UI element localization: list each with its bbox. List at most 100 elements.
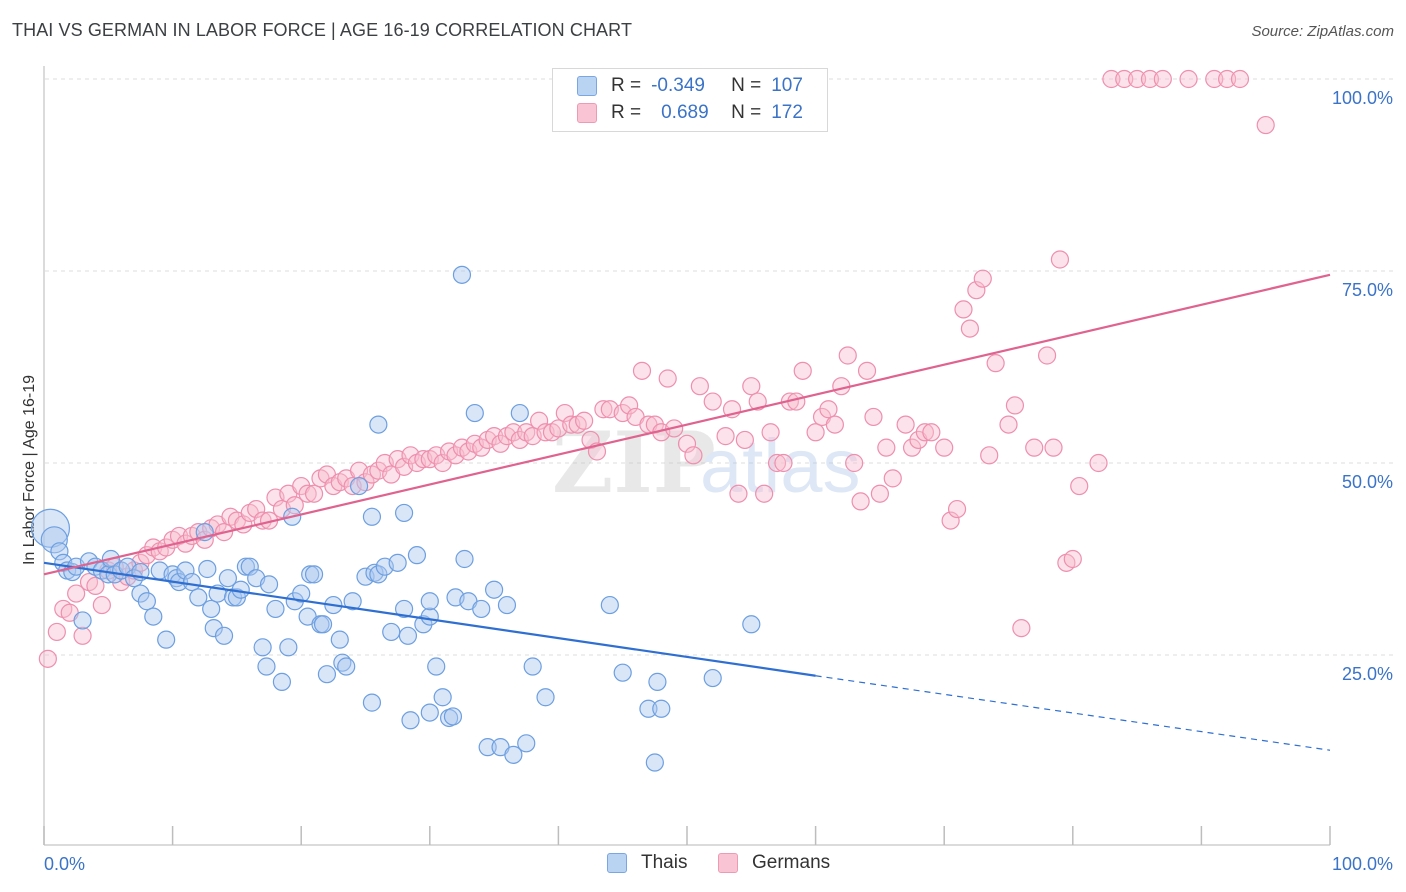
germans-points [38, 69, 1275, 668]
thais-point-70 [382, 622, 401, 642]
legend-row-germans: R = 0.689 N = 172 [577, 100, 803, 126]
thais-r-label: R = [611, 75, 642, 96]
bottom-thais-label: Thais [641, 852, 688, 873]
germans-point-0 [38, 649, 57, 668]
germans-point-143 [1012, 619, 1031, 638]
germans-point-83 [575, 411, 594, 430]
thais-point-34 [214, 626, 234, 645]
germans-point-109 [767, 453, 787, 473]
thais-point-106 [703, 668, 722, 688]
germans-point-97 [677, 434, 697, 453]
germans-point-156 [1153, 69, 1172, 89]
bottom-germans-swatch [718, 853, 738, 873]
germans-point-145 [1037, 346, 1057, 365]
germans-point-84 [581, 430, 600, 450]
thais-point-84 [443, 707, 463, 726]
germans-point-138 [973, 269, 992, 288]
thais-point-107 [742, 615, 761, 634]
germans-point-98 [684, 446, 703, 465]
thais-r-value: -0.349 [651, 75, 705, 96]
germans-point-99 [690, 377, 709, 396]
germans-point-155 [1140, 69, 1160, 89]
germans-point-89 [620, 396, 639, 415]
germans-point-130 [915, 423, 935, 442]
germans-point-32 [247, 499, 266, 519]
thais-point-19 [137, 592, 156, 611]
bottom-thais-swatch [607, 853, 627, 873]
germans-point-41 [304, 484, 324, 503]
y-tick-label-1: 50.0% [1342, 472, 1393, 492]
germans-point-91 [632, 361, 652, 380]
y-tick-label-2: 75.0% [1342, 280, 1393, 300]
thais-point-64 [362, 507, 382, 526]
thais-point-86 [452, 265, 472, 284]
thais-point-40 [240, 557, 259, 576]
germans-point-160 [1230, 69, 1250, 89]
thais-point-80 [420, 703, 439, 722]
thais-point-36 [223, 588, 243, 607]
germans-point-38 [285, 496, 304, 515]
germans-point-150 [1070, 476, 1089, 496]
germans-swatch [577, 103, 597, 123]
tick-labels: 25.0% 50.0% 75.0% 100.0% 0.0% 100.0% [44, 88, 1393, 874]
germans-point-159 [1218, 69, 1237, 89]
germans-point-137 [967, 281, 986, 300]
germans-point-76 [530, 411, 549, 430]
thais-point-47 [279, 638, 298, 657]
thais-point-89 [465, 403, 484, 423]
thais-point-52 [301, 565, 320, 584]
trend-lines [43, 273, 1331, 751]
thais-trend-line [43, 561, 816, 677]
thais-point-82 [433, 688, 452, 707]
thais-point-44 [259, 575, 279, 594]
thais-point-32 [204, 619, 223, 638]
y-tick-label-3: 100.0% [1332, 88, 1393, 108]
thais-point-79 [420, 592, 439, 611]
germans-point-133 [941, 511, 960, 530]
bottom-legend-germans: Germans [718, 852, 830, 874]
germans-point-152 [1102, 69, 1121, 89]
thais-point-61 [343, 592, 362, 611]
thais-point-1 [40, 526, 68, 554]
germans-point-106 [748, 392, 767, 411]
thais-point-30 [198, 559, 217, 579]
germans-point-119 [838, 346, 857, 365]
germans-point-126 [883, 469, 902, 488]
germans-r-value: 0.689 [661, 102, 709, 123]
germans-point-139 [980, 446, 999, 465]
thais-point-95 [504, 745, 523, 764]
germans-point-141 [999, 415, 1018, 434]
legend-row-thais: R = -0.349 N = 107 [577, 73, 803, 99]
thais-point-7 [73, 611, 92, 630]
thais-point-27 [182, 572, 201, 592]
germans-point-40 [298, 484, 317, 503]
germans-point-110 [774, 453, 793, 473]
thais-point-74 [398, 626, 418, 645]
germans-point-103 [729, 484, 748, 503]
thais-point-68 [369, 415, 388, 434]
thais-point-55 [313, 615, 333, 634]
germans-point-154 [1127, 69, 1147, 89]
germans-point-122 [857, 361, 877, 380]
thais-point-35 [218, 569, 237, 588]
thais-point-60 [337, 657, 356, 676]
thais-point-50 [292, 584, 311, 603]
thais-swatch [577, 76, 597, 96]
germans-point-140 [986, 354, 1005, 373]
germans-point-100 [703, 392, 722, 411]
thais-n-label: N = [731, 75, 762, 96]
thais-point-2 [50, 542, 69, 561]
germans-point-101 [716, 427, 735, 446]
thais-point-99 [536, 688, 555, 707]
germans-point-153 [1115, 69, 1134, 89]
thais-point-42 [253, 638, 272, 657]
chart-title: THAI VS GERMAN IN LABOR FORCE | AGE 16-1… [12, 20, 633, 40]
thais-point-76 [407, 546, 427, 565]
thais-point-26 [176, 561, 195, 580]
x-tick-label-1: 100.0% [1332, 854, 1393, 874]
germans-point-151 [1089, 453, 1108, 473]
germans-point-127 [896, 415, 915, 434]
germans-r-label: R = [611, 102, 642, 123]
germans-point-144 [1025, 438, 1044, 457]
thais-point-92 [485, 580, 504, 599]
